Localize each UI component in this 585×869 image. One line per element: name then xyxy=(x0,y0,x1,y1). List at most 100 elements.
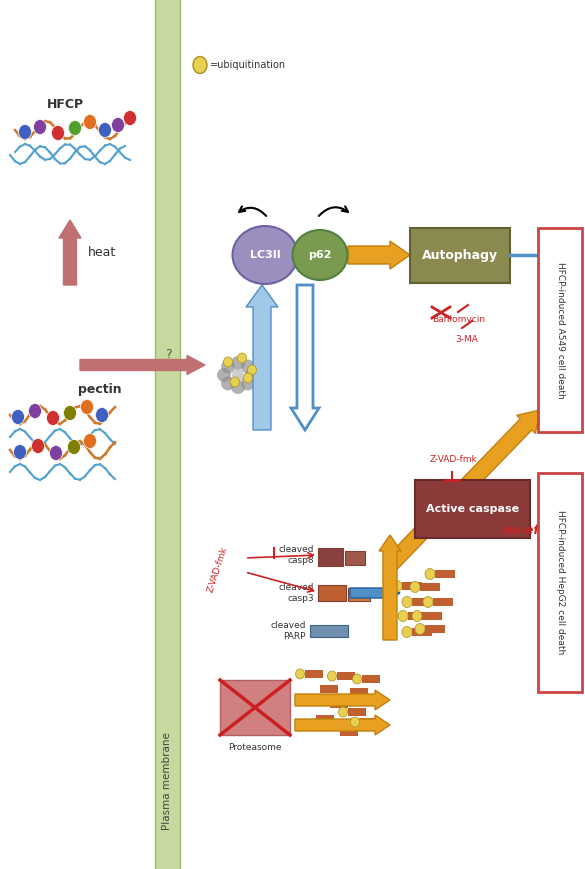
Text: no effect: no effect xyxy=(503,523,567,536)
Bar xyxy=(360,718,378,726)
Bar xyxy=(305,670,323,678)
Ellipse shape xyxy=(241,360,255,374)
Ellipse shape xyxy=(46,410,60,426)
Text: cleaved
casp8: cleaved casp8 xyxy=(278,546,314,565)
FancyBboxPatch shape xyxy=(538,228,582,432)
FancyBboxPatch shape xyxy=(538,473,582,692)
Text: Plasma membrane: Plasma membrane xyxy=(163,732,173,830)
Bar xyxy=(310,625,348,637)
FancyArrow shape xyxy=(295,690,390,710)
Text: HFCP: HFCP xyxy=(46,98,84,111)
Ellipse shape xyxy=(425,568,435,580)
Ellipse shape xyxy=(230,377,239,387)
Text: =ubiquitination: =ubiquitination xyxy=(210,60,286,70)
Bar xyxy=(402,582,422,590)
Ellipse shape xyxy=(32,439,44,454)
Bar xyxy=(420,583,440,591)
Ellipse shape xyxy=(402,596,412,607)
Ellipse shape xyxy=(221,360,235,374)
Ellipse shape xyxy=(223,357,232,367)
Ellipse shape xyxy=(193,56,207,74)
Bar xyxy=(340,728,358,736)
Bar xyxy=(415,480,530,538)
Ellipse shape xyxy=(98,123,112,137)
Ellipse shape xyxy=(13,445,26,460)
Bar xyxy=(316,715,334,723)
Bar xyxy=(318,585,346,601)
Text: 3-MA: 3-MA xyxy=(455,335,478,344)
Ellipse shape xyxy=(232,226,298,284)
Bar xyxy=(155,0,180,869)
Text: HFCP-induced A549 cell death: HFCP-induced A549 cell death xyxy=(556,262,565,398)
Bar xyxy=(408,612,428,620)
Text: cleaved
PARP: cleaved PARP xyxy=(270,621,306,640)
Text: Proteasome: Proteasome xyxy=(228,743,282,752)
Ellipse shape xyxy=(245,368,259,382)
Ellipse shape xyxy=(292,230,347,280)
Text: Active caspase: Active caspase xyxy=(426,504,519,514)
Bar xyxy=(220,680,290,735)
Ellipse shape xyxy=(295,669,305,679)
Ellipse shape xyxy=(81,400,94,415)
FancyArrow shape xyxy=(80,355,205,375)
FancyArrow shape xyxy=(246,285,278,430)
Ellipse shape xyxy=(328,671,336,681)
Ellipse shape xyxy=(64,406,77,421)
FancyArrow shape xyxy=(291,285,319,430)
Ellipse shape xyxy=(392,580,402,592)
Bar xyxy=(348,588,370,601)
Ellipse shape xyxy=(67,440,81,454)
Ellipse shape xyxy=(29,403,42,419)
Text: Bafilomycin: Bafilomycin xyxy=(432,315,485,324)
Ellipse shape xyxy=(247,365,256,375)
Bar xyxy=(337,672,355,680)
Ellipse shape xyxy=(68,121,81,136)
Text: Z-VAD-fmk: Z-VAD-fmk xyxy=(207,546,230,594)
Bar xyxy=(422,612,442,620)
Bar xyxy=(320,685,338,693)
Text: p62: p62 xyxy=(308,250,332,260)
Ellipse shape xyxy=(410,581,420,593)
Ellipse shape xyxy=(112,117,125,132)
Ellipse shape xyxy=(238,353,246,363)
Bar xyxy=(348,708,366,716)
Ellipse shape xyxy=(350,717,360,727)
Ellipse shape xyxy=(398,611,408,621)
Text: pectin: pectin xyxy=(78,383,122,396)
FancyArrow shape xyxy=(350,585,400,601)
Text: Autophagy: Autophagy xyxy=(422,249,498,262)
Ellipse shape xyxy=(95,408,108,422)
FancyArrow shape xyxy=(384,410,540,571)
Bar xyxy=(345,551,365,565)
Ellipse shape xyxy=(19,124,32,140)
FancyArrow shape xyxy=(379,535,401,640)
Bar xyxy=(412,628,432,636)
Ellipse shape xyxy=(51,125,64,141)
Ellipse shape xyxy=(232,369,244,381)
Bar xyxy=(330,700,348,708)
Bar xyxy=(318,548,343,566)
Ellipse shape xyxy=(241,376,255,390)
Text: Z-VAD-fmk: Z-VAD-fmk xyxy=(430,455,478,465)
Text: LC3II: LC3II xyxy=(250,250,280,260)
Bar xyxy=(362,675,380,683)
Text: cleaved
casp3: cleaved casp3 xyxy=(278,583,314,603)
FancyArrow shape xyxy=(295,715,390,735)
Text: heat: heat xyxy=(88,246,116,258)
Bar xyxy=(412,598,432,606)
Ellipse shape xyxy=(243,373,253,383)
Ellipse shape xyxy=(84,115,97,129)
Ellipse shape xyxy=(231,356,245,370)
Bar xyxy=(350,688,368,696)
Ellipse shape xyxy=(221,376,235,390)
Ellipse shape xyxy=(339,707,347,717)
Bar xyxy=(425,625,445,633)
Ellipse shape xyxy=(12,409,25,424)
Ellipse shape xyxy=(231,380,245,394)
Ellipse shape xyxy=(415,623,425,634)
Ellipse shape xyxy=(217,368,231,382)
Ellipse shape xyxy=(50,446,63,461)
Ellipse shape xyxy=(353,674,362,684)
Ellipse shape xyxy=(412,611,422,621)
Ellipse shape xyxy=(402,627,412,638)
